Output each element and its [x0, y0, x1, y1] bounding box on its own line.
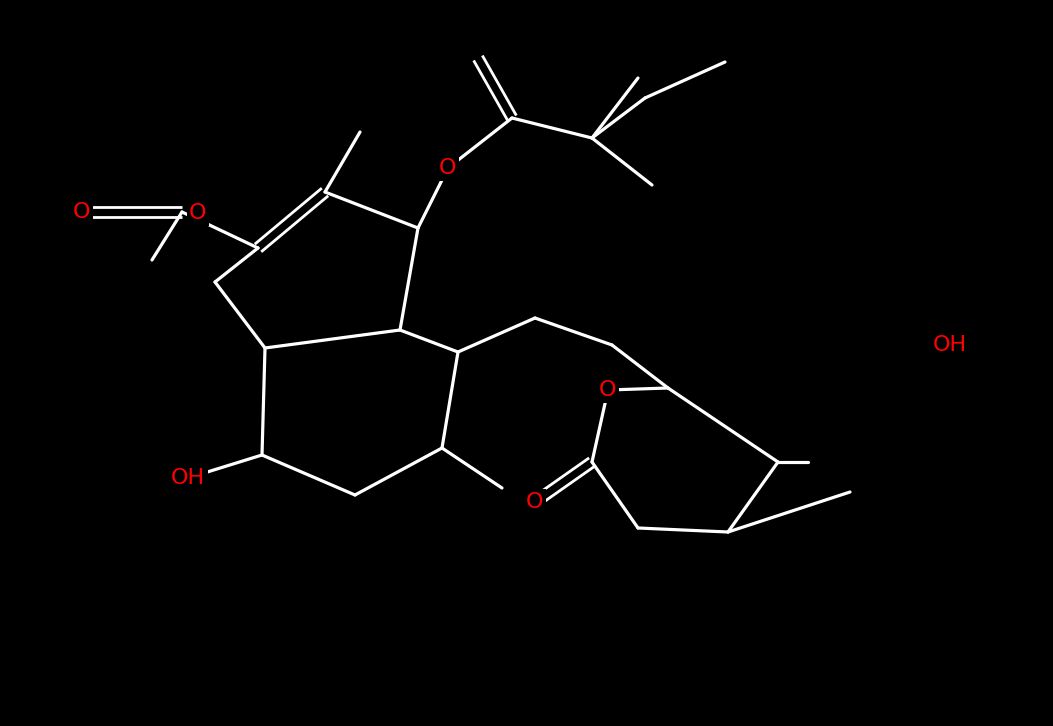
Text: OH: OH	[933, 335, 967, 355]
Text: O: O	[190, 203, 206, 223]
Text: OH: OH	[171, 468, 205, 488]
Text: O: O	[74, 202, 91, 222]
Text: O: O	[526, 492, 543, 512]
Text: O: O	[599, 380, 617, 400]
Text: O: O	[439, 158, 457, 178]
